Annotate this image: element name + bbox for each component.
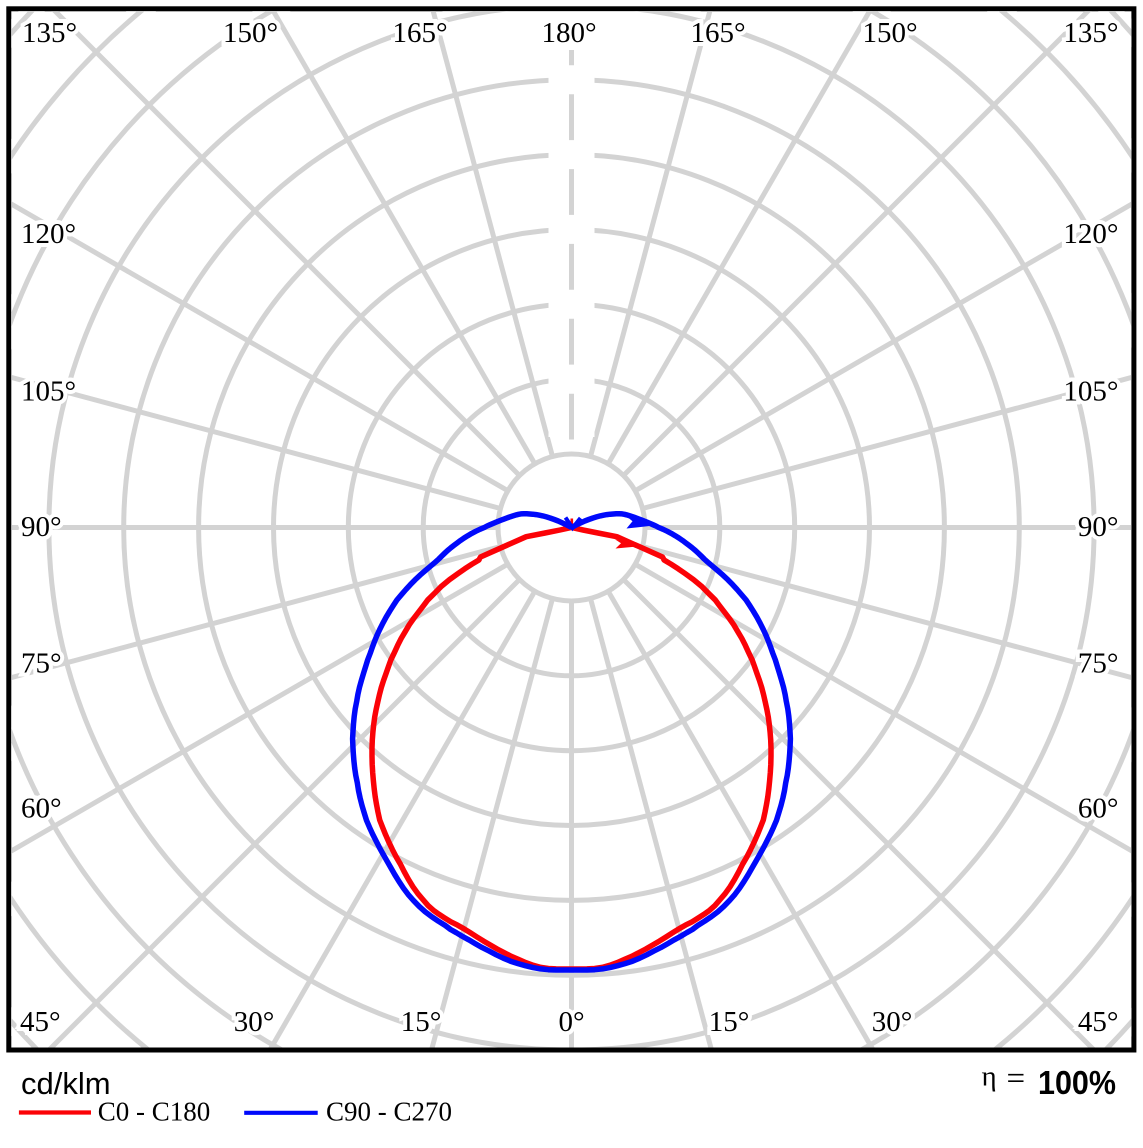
svg-text:0°: 0° [559,1006,585,1038]
svg-text:45°: 45° [1078,1006,1119,1038]
svg-text:135°: 135° [22,17,77,49]
svg-text:η: η [982,1061,997,1093]
svg-text:C90 - C270: C90 - C270 [326,1096,452,1126]
svg-text:150°: 150° [223,17,278,49]
svg-text:180°: 180° [541,17,596,49]
svg-text:75°: 75° [1078,648,1119,680]
svg-text:C0 - C180: C0 - C180 [98,1096,211,1126]
svg-text:15°: 15° [709,1006,750,1038]
svg-text:100%: 100% [1038,1064,1116,1101]
svg-text:165°: 165° [392,17,447,49]
svg-text:105°: 105° [21,376,76,408]
svg-text:75°: 75° [21,648,62,680]
svg-text:30°: 30° [872,1006,913,1038]
svg-text:165°: 165° [690,17,745,49]
svg-text:90°: 90° [21,511,62,543]
svg-text:150°: 150° [862,17,917,49]
svg-text:120°: 120° [21,218,76,250]
svg-text:45°: 45° [20,1006,61,1038]
svg-text:15°: 15° [401,1006,442,1038]
svg-text:60°: 60° [1078,793,1119,825]
svg-text:30°: 30° [234,1006,275,1038]
svg-text:105°: 105° [1063,376,1118,408]
svg-text:=: = [1007,1061,1026,1097]
svg-text:120°: 120° [1063,218,1118,250]
svg-text:60°: 60° [21,793,62,825]
svg-text:135°: 135° [1063,17,1118,49]
svg-text:90°: 90° [1078,511,1119,543]
